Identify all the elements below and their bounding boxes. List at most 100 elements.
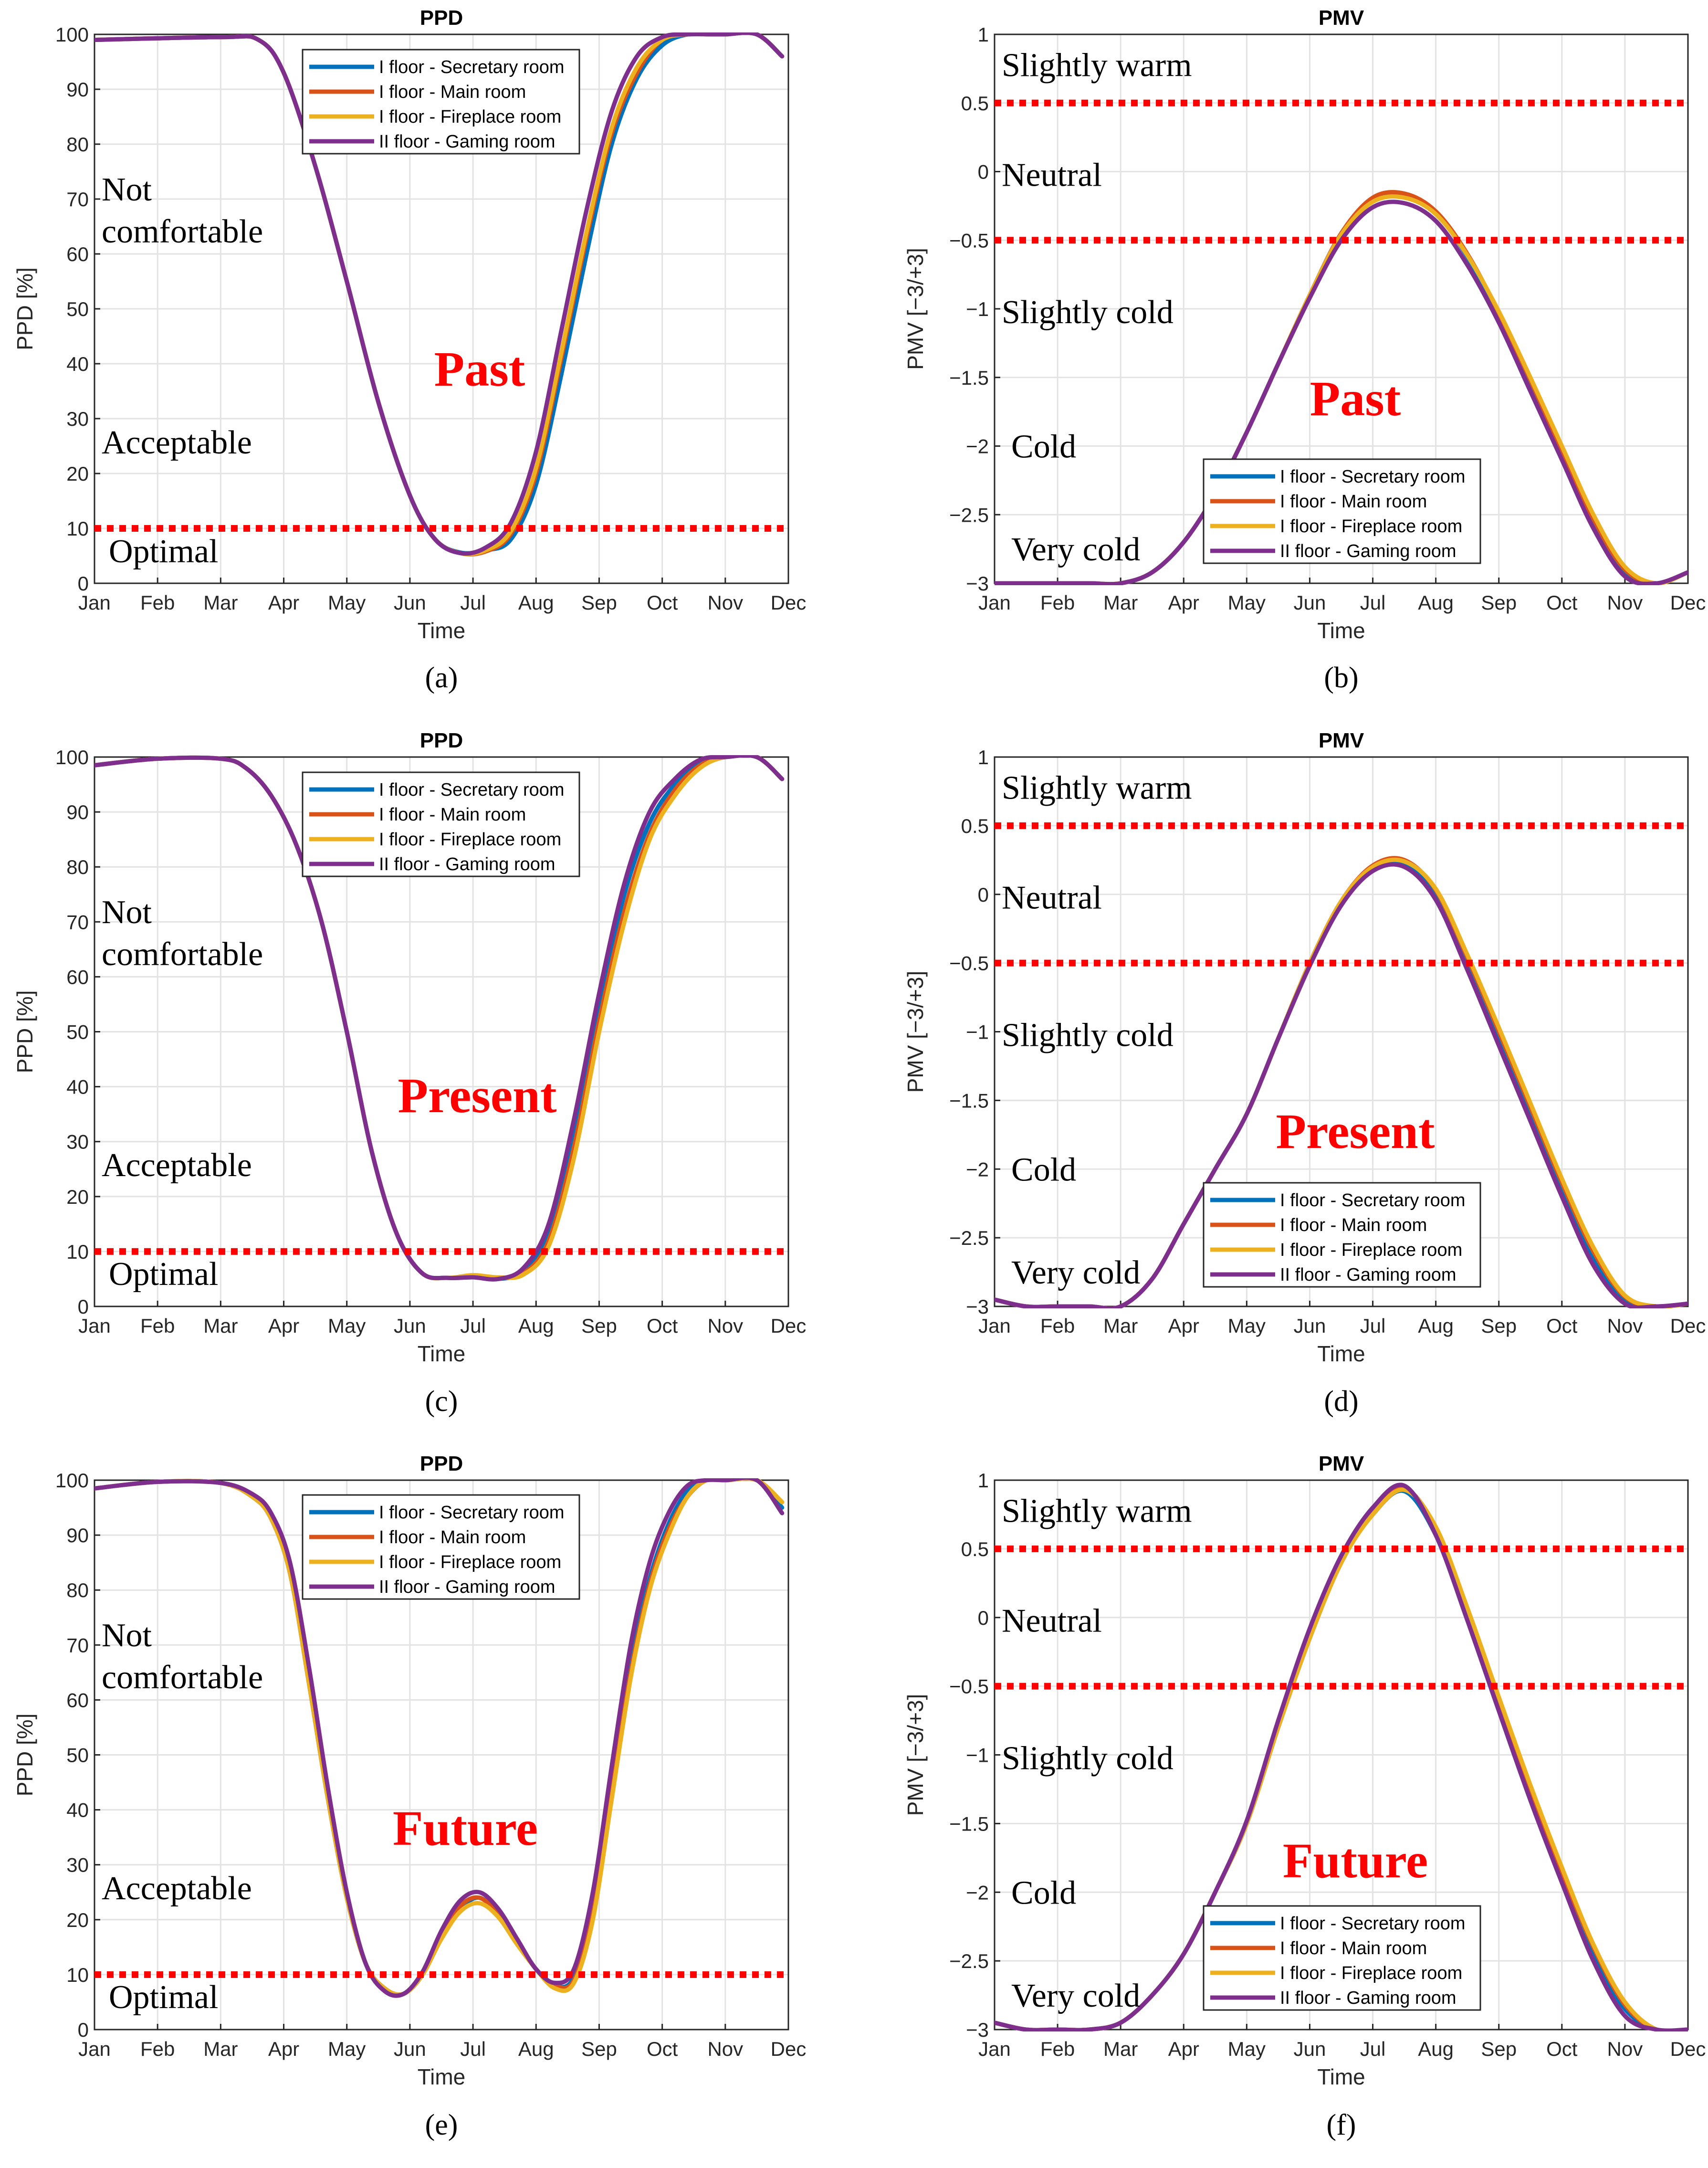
- legend-entry: I floor - Fireplace room: [1280, 1240, 1462, 1260]
- panel-caption: (b): [1324, 662, 1358, 694]
- y-tick-label: 100: [55, 1469, 89, 1492]
- zone-label: Cold: [1011, 1151, 1076, 1188]
- legend-entry: I floor - Main room: [379, 1527, 526, 1547]
- y-ticks: 0 10 20 30 40 50 60 70 80 90 100: [55, 746, 100, 1318]
- x-tick-label: Oct: [647, 1315, 678, 1337]
- x-ticks: Jan Feb Mar Apr May Jun Jul Aug Sep Oct Nov Dec: [78, 1301, 806, 1337]
- x-tick-label: Apr: [268, 2038, 299, 2060]
- y-tick-label: −2: [966, 435, 989, 458]
- y-tick-label: 60: [66, 243, 89, 265]
- x-axis-label: Time: [1317, 2064, 1365, 2089]
- x-tick-label: Jun: [1294, 1315, 1326, 1337]
- x-tick-label: Dec: [1670, 1315, 1706, 1337]
- y-tick-label: 0.5: [961, 815, 989, 837]
- y-tick-label: 40: [66, 1076, 89, 1098]
- x-tick-label: Nov: [707, 1315, 743, 1337]
- x-tick-label: Aug: [1418, 2038, 1454, 2060]
- zone-label: Slightly cold: [1002, 294, 1174, 331]
- legend-entry: I floor - Secretary room: [1280, 467, 1466, 487]
- x-tick-label: May: [328, 591, 366, 614]
- zone-label: Neutral: [1002, 157, 1102, 193]
- x-tick-label: Jan: [978, 1315, 1011, 1337]
- chart-title: PPD: [420, 729, 463, 752]
- era-label: Present: [1276, 1104, 1435, 1159]
- series-line-4: [995, 862, 1688, 1308]
- x-tick-label: Oct: [647, 2038, 678, 2060]
- zone-label: Not: [102, 171, 152, 208]
- y-tick-label: −0.5: [949, 1675, 989, 1698]
- series-group: [94, 755, 785, 1282]
- x-tick-label: Feb: [1040, 2038, 1075, 2060]
- series-line-4: [995, 1483, 1688, 2031]
- x-tick-label: Oct: [1546, 1315, 1578, 1337]
- y-ticks: −3 −2.5 −2 −1.5 −1 −0.5 0 0.5 1: [949, 1469, 1000, 2041]
- y-tick-label: −0.5: [949, 952, 989, 975]
- y-tick-label: −1.5: [949, 367, 989, 389]
- zone-label: Slightly warm: [1002, 1493, 1192, 1529]
- x-tick-label: Nov: [707, 591, 743, 614]
- era-label: Present: [398, 1068, 556, 1123]
- x-tick-label: Sep: [581, 591, 617, 614]
- x-tick-label: Mar: [203, 591, 238, 614]
- zone-labels: Slightly warm Neutral Slightly cold Cold Ver…: [1002, 769, 1192, 1291]
- x-tick-label: Aug: [518, 2038, 554, 2060]
- legend-entry: II floor - Gaming room: [379, 1577, 555, 1597]
- x-tick-label: Jun: [1294, 591, 1326, 614]
- x-tick-label: Jul: [460, 591, 486, 614]
- x-tick-label: Feb: [140, 591, 175, 614]
- zone-labels: Slightly warm Neutral Slightly cold Cold Ver…: [1002, 1493, 1192, 2014]
- zone-label: Acceptable: [102, 1147, 252, 1184]
- zone-label: Very cold: [1011, 1978, 1140, 2014]
- x-tick-label: Jan: [78, 2038, 111, 2060]
- zone-label: Not: [102, 1617, 152, 1654]
- x-tick-label: Sep: [581, 1315, 617, 1337]
- y-tick-label: 10: [66, 1964, 89, 1986]
- chart-b: Jan Feb Mar Apr May Jun Jul Aug Sep Oct Nov Dec −3 −2…: [903, 6, 1706, 694]
- x-tick-label: Jan: [978, 2038, 1011, 2060]
- zone-label: Slightly warm: [1002, 769, 1192, 806]
- x-tick-label: Dec: [771, 1315, 807, 1337]
- legend-entry: I floor - Secretary room: [1280, 1190, 1466, 1210]
- x-tick-label: Sep: [581, 2038, 617, 2060]
- y-tick-label: 1: [978, 1469, 989, 1492]
- era-label: Past: [434, 342, 525, 397]
- x-tick-label: Mar: [203, 2038, 238, 2060]
- x-tick-label: Jun: [394, 591, 426, 614]
- y-tick-label: −1: [966, 1021, 989, 1043]
- panel-caption: (d): [1324, 1385, 1358, 1418]
- series-group: [995, 856, 1688, 1308]
- x-tick-label: Aug: [518, 591, 554, 614]
- legend-entry: II floor - Gaming room: [1280, 1988, 1457, 2008]
- y-tick-label: 30: [66, 1854, 89, 1876]
- zone-label: comfortable: [102, 213, 263, 250]
- y-tick-label: 20: [66, 1186, 89, 1208]
- zone-label: Slightly warm: [1002, 47, 1192, 84]
- y-tick-label: 0: [78, 1295, 89, 1318]
- zone-label: Slightly cold: [1002, 1017, 1174, 1053]
- x-tick-label: Mar: [1103, 591, 1138, 614]
- y-tick-label: 100: [55, 23, 89, 46]
- legend-entry: II floor - Gaming room: [1280, 1265, 1457, 1285]
- y-tick-label: 90: [66, 78, 89, 101]
- chart-title: PMV: [1319, 1452, 1364, 1475]
- y-tick-label: −0.5: [949, 229, 989, 252]
- x-tick-label: Nov: [1607, 1315, 1643, 1337]
- legend-entry: I floor - Secretary room: [379, 780, 565, 800]
- x-tick-label: Sep: [1481, 2038, 1517, 2060]
- series-line-4: [94, 755, 785, 1282]
- legend-entry: I floor - Fireplace room: [1280, 1963, 1462, 1983]
- x-tick-label: Jun: [1294, 2038, 1326, 2060]
- x-ticks: Jan Feb Mar Apr May Jun Jul Aug Sep Oct Nov Dec: [78, 578, 806, 614]
- y-tick-label: 0.5: [961, 1538, 989, 1560]
- zone-label: comfortable: [102, 1659, 263, 1696]
- series-group: [995, 1483, 1688, 2031]
- legend-entry: I floor - Secretary room: [1280, 1914, 1466, 1934]
- x-tick-label: Dec: [1670, 591, 1706, 614]
- legend: I floor - Secretary room I floor - Main r…: [1203, 1905, 1481, 2011]
- y-tick-label: −1.5: [949, 1812, 989, 1835]
- x-tick-label: Jun: [394, 2038, 426, 2060]
- y-tick-label: 90: [66, 1524, 89, 1547]
- era-label: Future: [393, 1801, 538, 1856]
- panel-caption: (a): [425, 662, 458, 694]
- x-tick-label: Aug: [518, 1315, 554, 1337]
